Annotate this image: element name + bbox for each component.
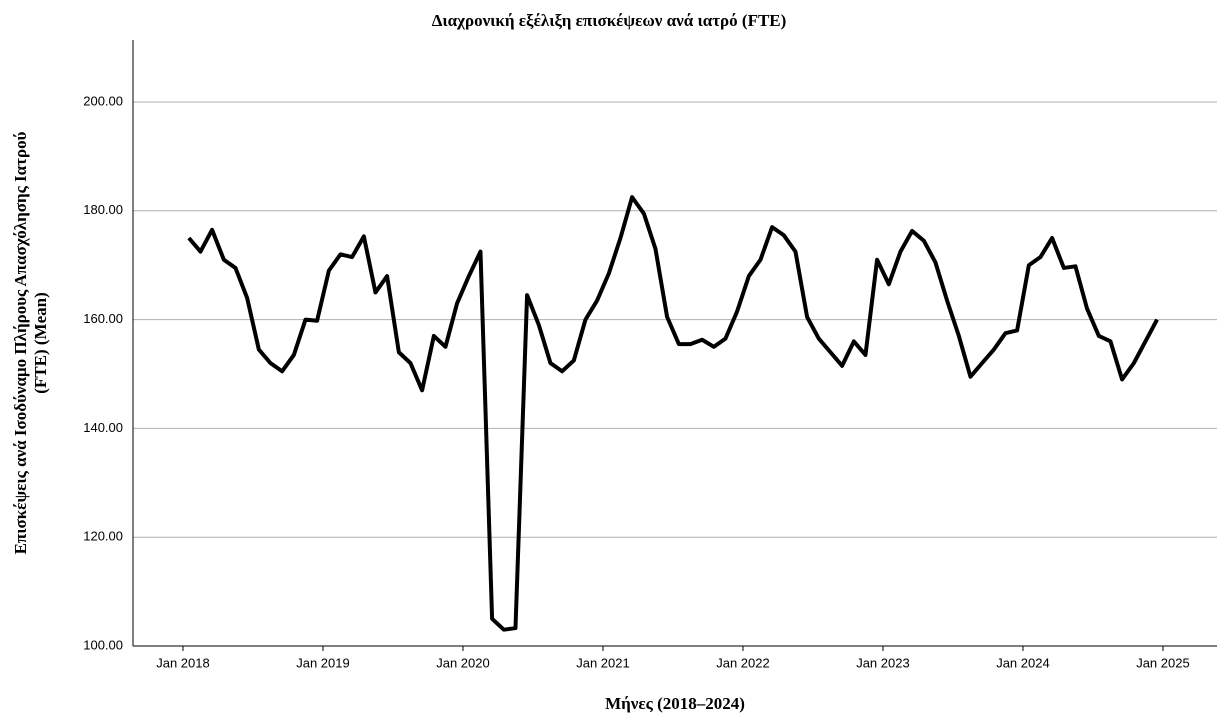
y-axis-label-line: (FTE) (Mean) [31, 292, 50, 394]
x-tick-label: Jan 2024 [996, 655, 1050, 670]
y-tick-label: 180.00 [83, 202, 123, 217]
line [187, 195, 1159, 632]
x-tick-label: Jan 2019 [296, 655, 350, 670]
y-tick-label: 140.00 [83, 420, 123, 435]
x-axis-label: Μήνες (2018–2024) [605, 694, 745, 713]
x-tick-label: Jan 2021 [576, 655, 630, 670]
y-tick-label: 160.00 [83, 311, 123, 326]
y-tick-label: 120.00 [83, 529, 123, 544]
y-tick-label: 200.00 [83, 93, 123, 108]
y-axis-label: Επισκέψεις ανά Ισοδύναμο Πλήρους Απασχόλ… [11, 131, 50, 554]
y-tick-label: 100.00 [83, 637, 123, 652]
x-tick-label: Jan 2022 [716, 655, 770, 670]
x-tick-label: Jan 2023 [856, 655, 910, 670]
x-tick-label: Jan 2020 [436, 655, 490, 670]
y-axis-label-line: Επισκέψεις ανά Ισοδύναμο Πλήρους Απασχόλ… [11, 131, 30, 554]
x-tick-label: Jan 2018 [156, 655, 210, 670]
chart-title: Διαχρονική εξέλιξη επισκέψεων ανά ιατρό … [432, 11, 787, 30]
x-tick-label: Jan 2025 [1136, 655, 1190, 670]
